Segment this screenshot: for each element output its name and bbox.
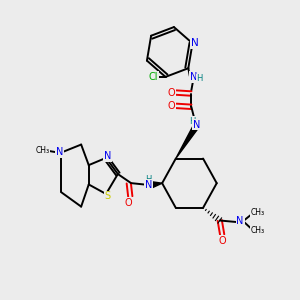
Text: N: N: [193, 119, 200, 130]
Text: N: N: [191, 38, 199, 48]
Text: N: N: [145, 180, 152, 190]
Text: N: N: [104, 151, 111, 161]
Text: N: N: [190, 72, 197, 82]
Text: CH₃: CH₃: [250, 226, 265, 236]
Text: CH₃: CH₃: [35, 146, 50, 155]
Text: H: H: [196, 74, 203, 83]
Text: N: N: [56, 148, 64, 158]
Text: N: N: [236, 216, 244, 226]
Text: O: O: [168, 88, 176, 98]
Polygon shape: [176, 122, 200, 159]
Polygon shape: [151, 182, 162, 188]
Text: O: O: [168, 101, 176, 111]
Text: CH₃: CH₃: [250, 208, 265, 217]
Text: H: H: [145, 175, 152, 184]
Text: H: H: [189, 116, 195, 125]
Text: S: S: [104, 191, 111, 202]
Text: Cl: Cl: [148, 72, 158, 82]
Text: O: O: [125, 198, 133, 208]
Text: O: O: [218, 236, 226, 246]
